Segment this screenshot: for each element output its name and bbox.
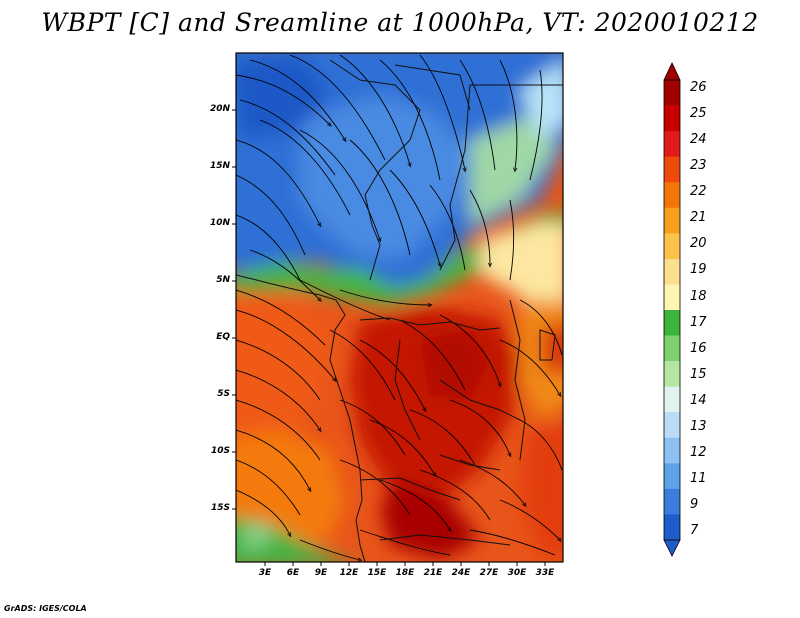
map-frame: [235, 52, 564, 563]
colorbar-segment: [664, 207, 680, 234]
colorbar-segment: [664, 156, 680, 183]
colorbar-segment: [664, 284, 680, 311]
wbpt-field: [236, 53, 563, 562]
colorbar-bottom-arrow: [663, 539, 681, 557]
lon-label-21e: 21E: [423, 568, 443, 578]
lon-label-18e: 18E: [395, 568, 415, 578]
lon-label-30e: 30E: [507, 568, 527, 578]
colorbar-segment: [664, 437, 680, 464]
lat-label-5n: 5N: [216, 275, 230, 285]
colorbar-label-12: 12: [690, 445, 707, 460]
lat-label-10s: 10S: [210, 446, 230, 456]
lon-label-12e: 12E: [339, 568, 359, 578]
lat-label-5s: 5S: [217, 389, 230, 399]
lat-label-10n: 10N: [209, 218, 230, 228]
colorbar-segment: [664, 335, 680, 362]
lat-label-20n: 20N: [209, 104, 230, 114]
colorbar-label-13: 13: [690, 419, 707, 434]
streamlines: [236, 54, 563, 560]
colorbar: [663, 62, 681, 557]
lat-label-eq: EQ: [216, 332, 230, 342]
colorbar-label-20: 20: [690, 236, 707, 251]
colorbar-label-24: 24: [690, 132, 707, 147]
lat-label-15s: 15S: [210, 503, 230, 513]
lat-label-15n: 15N: [209, 161, 230, 171]
country-borders: [236, 59, 563, 562]
lon-label-33e: 33E: [535, 568, 555, 578]
colorbar-segment: [664, 233, 680, 260]
colorbar-segment: [664, 488, 680, 515]
colorbar-top-arrow: [663, 62, 681, 81]
colorbar-frame: [663, 79, 681, 541]
colorbar-label-14: 14: [690, 393, 707, 408]
colorbar-segment: [664, 131, 680, 157]
colorbar-label-23: 23: [690, 158, 707, 173]
colorbar-label-25: 25: [690, 106, 707, 121]
colorbar-label-21: 21: [690, 210, 707, 225]
colorbar-label-26: 26: [690, 80, 707, 95]
colorbar-label-9: 9: [690, 497, 699, 512]
colorbar-segment: [664, 463, 680, 490]
colorbar-segment: [664, 412, 680, 439]
colorbar-segment: [664, 105, 680, 132]
lon-label-3e: 3E: [258, 568, 272, 578]
colorbar-label-19: 19: [690, 262, 707, 277]
colorbar-segment: [664, 310, 680, 336]
axis-ticks: [232, 109, 546, 566]
lon-label-15e: 15E: [367, 568, 387, 578]
colorbar-segment: [664, 80, 680, 106]
colorbar-label-11: 11: [690, 471, 707, 486]
colorbar-label-16: 16: [690, 341, 707, 356]
chart-title: WBPT [C] and Sreamline at 1000hPa, VT: 2…: [41, 8, 759, 37]
colorbar-label-15: 15: [690, 367, 707, 382]
colorbar-segment: [664, 386, 680, 413]
colorbar-segment: [664, 182, 680, 209]
colorbar-segment: [664, 361, 680, 387]
colorbar-label-18: 18: [690, 289, 707, 304]
colorbar-label-17: 17: [690, 315, 707, 330]
colorbar-segment: [664, 258, 680, 285]
colorbar-label-22: 22: [690, 184, 707, 199]
colorbar-segment: [664, 514, 680, 541]
lon-label-6e: 6E: [286, 568, 300, 578]
lon-label-27e: 27E: [479, 568, 499, 578]
lon-label-9e: 9E: [314, 568, 328, 578]
lon-label-24e: 24E: [451, 568, 471, 578]
colorbar-label-7: 7: [690, 523, 699, 538]
software-credit: GrADS: IGES/COLA: [4, 604, 87, 613]
